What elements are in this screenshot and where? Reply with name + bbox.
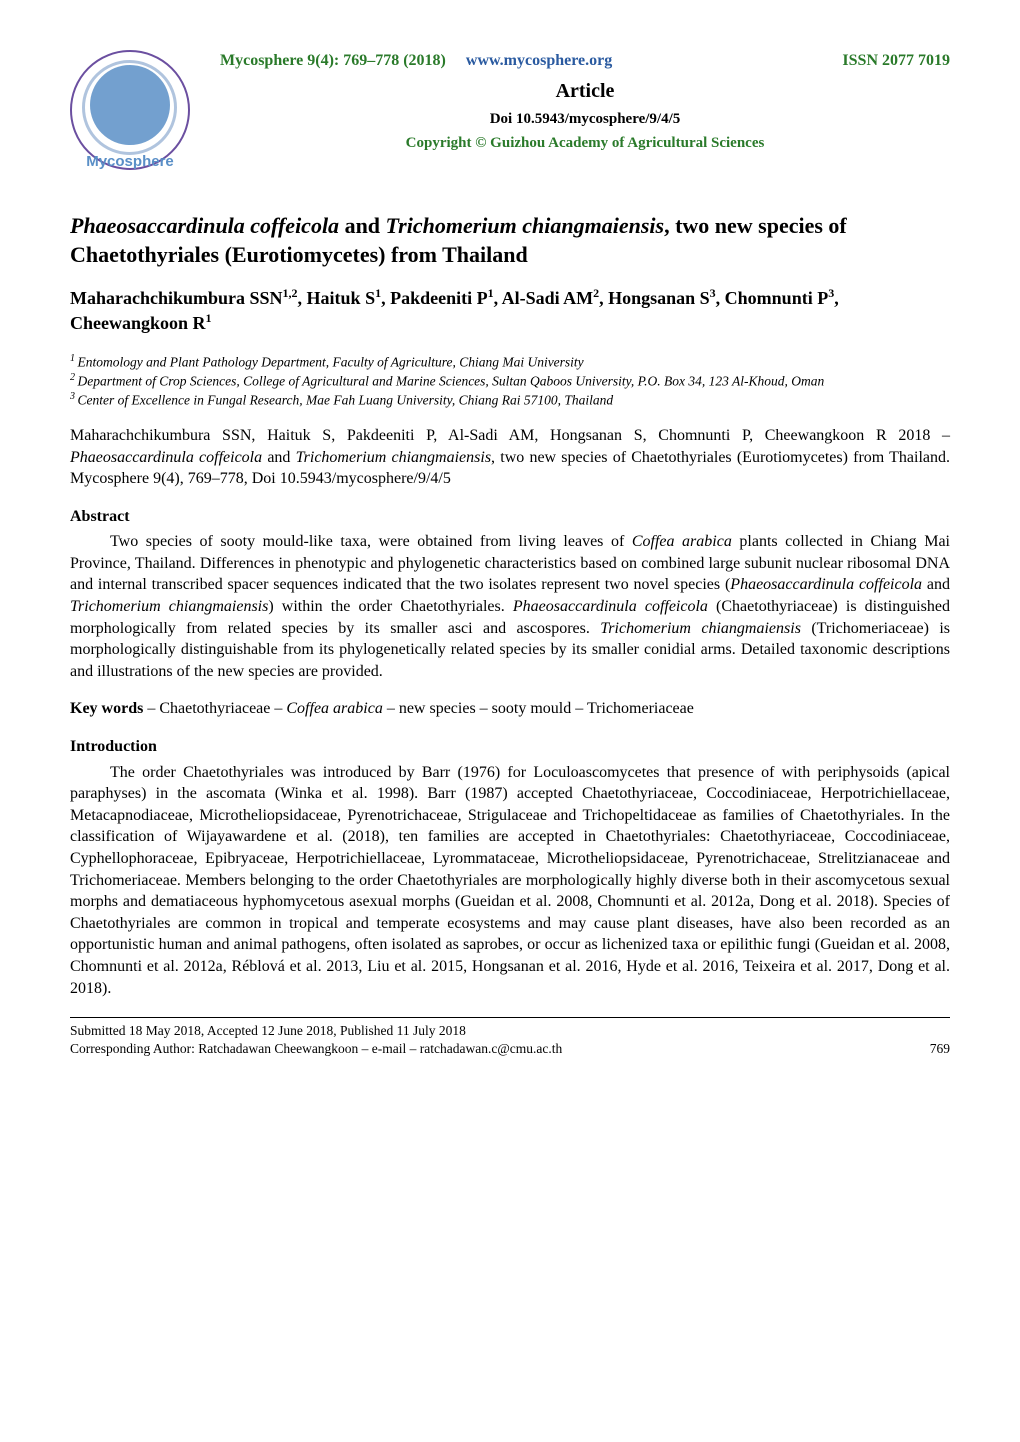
abstract-body: Two species of sooty mould-like taxa, we…	[70, 531, 950, 682]
keywords: Key words – Chaetothyriaceae – Coffea ar…	[70, 698, 950, 720]
affiliation-line: 1 Entomology and Plant Pathology Departm…	[70, 352, 950, 371]
affiliations: 1 Entomology and Plant Pathology Departm…	[70, 352, 950, 409]
footer-corresponding-row: Corresponding Author: Ratchadawan Cheewa…	[70, 1040, 950, 1058]
header-text-block: Mycosphere 9(4): 769–778 (2018) www.myco…	[220, 50, 950, 153]
author-affil-sup: 1	[206, 311, 212, 325]
footer: Submitted 18 May 2018, Accepted 12 June …	[70, 1022, 950, 1057]
affiliation-line: 2 Department of Crop Sciences, College o…	[70, 371, 950, 390]
introduction-body: The order Chaetothyriales was introduced…	[70, 762, 950, 1000]
journal-logo: Mycosphere	[70, 50, 200, 180]
affiliation-sup: 1	[70, 353, 78, 364]
article-title: Phaeosaccardinula coffeicola and Trichom…	[70, 212, 950, 269]
title-mid: and	[339, 213, 385, 238]
journal-header: Mycosphere Mycosphere 9(4): 769–778 (201…	[70, 50, 950, 180]
abstract-i5: Trichomerium chiangmaiensis	[600, 620, 801, 637]
issn: ISSN 2077 7019	[842, 50, 950, 72]
abstract-i3: Trichomerium chiangmaiensis	[70, 598, 268, 615]
citation-i1: Phaeosaccardinula coffeicola	[70, 449, 262, 466]
abstract-t4: ) within the order Chaetothyriales.	[268, 598, 513, 615]
citation-block: Maharachchikumbura SSN, Haituk S, Pakdee…	[70, 425, 950, 490]
affiliation-sup: 3	[70, 391, 78, 402]
logo-cell-icon	[90, 65, 170, 145]
keywords-i1: Coffea arabica	[286, 700, 382, 717]
journal-url: www.mycosphere.org	[466, 52, 612, 69]
affiliation-line: 3 Center of Excellence in Fungal Researc…	[70, 390, 950, 409]
citation-i2: Trichomerium chiangmaiensis	[296, 449, 491, 466]
author-affil-sup: 2	[593, 286, 599, 300]
author-affil-sup: 1	[375, 286, 381, 300]
abstract-t3: and	[922, 576, 950, 593]
copyright: Copyright © Guizhou Academy of Agricultu…	[220, 133, 950, 153]
affiliation-sup: 2	[70, 372, 78, 383]
keywords-label: Key words	[70, 700, 143, 717]
abstract-i4: Phaeosaccardinula coffeicola	[513, 598, 708, 615]
footer-corresponding-author: Corresponding Author: Ratchadawan Cheewa…	[70, 1040, 562, 1058]
citation-pre: Maharachchikumbura SSN, Haituk S, Pakdee…	[70, 427, 950, 444]
author-affil-sup: 3	[710, 286, 716, 300]
title-species-2: Trichomerium chiangmaiensis	[386, 213, 665, 238]
page-number: 769	[930, 1040, 950, 1058]
abstract-i2: Phaeosaccardinula coffeicola	[730, 576, 922, 593]
author-affil-sup: 1,2	[283, 286, 298, 300]
abstract-t1: Two species of sooty mould-like taxa, we…	[110, 533, 632, 550]
footer-submission-dates: Submitted 18 May 2018, Accepted 12 June …	[70, 1022, 950, 1040]
abstract-i1: Coffea arabica	[632, 533, 732, 550]
citation-mid: and	[262, 449, 296, 466]
title-species-1: Phaeosaccardinula coffeicola	[70, 213, 339, 238]
journal-issue: Mycosphere 9(4): 769–778 (2018)	[220, 52, 446, 69]
doi: Doi 10.5943/mycosphere/9/4/5	[220, 109, 950, 129]
header-meta-line: Mycosphere 9(4): 769–778 (2018) www.myco…	[220, 50, 950, 72]
keywords-t1: – Chaetothyriaceae –	[143, 700, 286, 717]
introduction-heading: Introduction	[70, 736, 950, 758]
authors: Maharachchikumbura SSN1,2, Haituk S1, Pa…	[70, 285, 950, 336]
abstract-heading: Abstract	[70, 506, 950, 528]
author-affil-sup: 3	[828, 286, 834, 300]
article-label: Article	[220, 78, 950, 105]
author-affil-sup: 1	[488, 286, 494, 300]
logo-text: Mycosphere	[70, 152, 190, 172]
keywords-t2: – new species – sooty mould – Trichomeri…	[383, 700, 694, 717]
footer-separator	[70, 1017, 950, 1018]
